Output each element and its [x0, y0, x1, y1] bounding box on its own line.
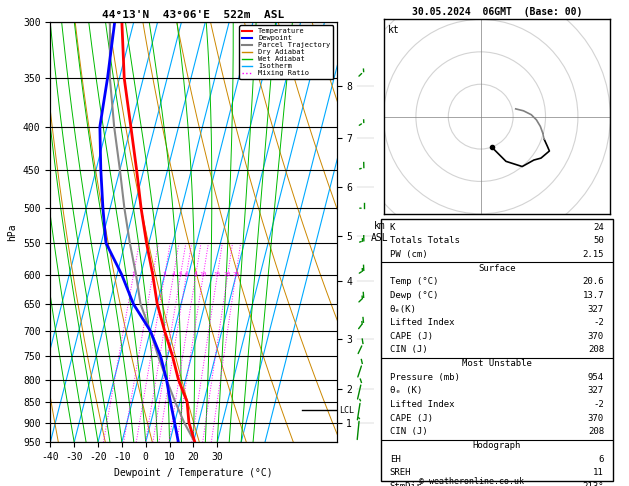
- Text: LCL: LCL: [339, 406, 354, 415]
- Text: Pressure (mb): Pressure (mb): [390, 373, 460, 382]
- Text: 15: 15: [214, 272, 221, 277]
- Text: 213°: 213°: [582, 482, 604, 486]
- Text: K: K: [390, 223, 395, 232]
- Text: 25: 25: [232, 272, 240, 277]
- Text: Dewp (°C): Dewp (°C): [390, 291, 438, 300]
- Text: 8: 8: [194, 272, 198, 277]
- Text: 327: 327: [588, 386, 604, 396]
- Y-axis label: hPa: hPa: [8, 223, 18, 241]
- Text: 954: 954: [588, 373, 604, 382]
- X-axis label: Dewpoint / Temperature (°C): Dewpoint / Temperature (°C): [114, 468, 273, 478]
- Text: 6: 6: [184, 272, 188, 277]
- Text: Lifted Index: Lifted Index: [390, 318, 454, 327]
- Text: CAPE (J): CAPE (J): [390, 332, 433, 341]
- Text: 11: 11: [593, 469, 604, 477]
- Text: 13.7: 13.7: [582, 291, 604, 300]
- Text: 3: 3: [163, 272, 167, 277]
- Text: 208: 208: [588, 427, 604, 436]
- Text: EH: EH: [390, 454, 401, 464]
- Text: -2: -2: [593, 318, 604, 327]
- Text: Totals Totals: Totals Totals: [390, 236, 460, 245]
- Text: 6: 6: [599, 454, 604, 464]
- Text: SREH: SREH: [390, 469, 411, 477]
- Text: Lifted Index: Lifted Index: [390, 400, 454, 409]
- Text: 50: 50: [593, 236, 604, 245]
- Text: StmDir: StmDir: [390, 482, 422, 486]
- Text: 2.15: 2.15: [582, 250, 604, 259]
- Text: θₑ(K): θₑ(K): [390, 305, 417, 313]
- Text: -2: -2: [593, 400, 604, 409]
- Text: Hodograph: Hodograph: [473, 441, 521, 450]
- Text: 4: 4: [172, 272, 175, 277]
- Text: 10: 10: [199, 272, 207, 277]
- Text: Surface: Surface: [478, 263, 516, 273]
- Text: 2: 2: [151, 272, 155, 277]
- Text: 1: 1: [131, 272, 135, 277]
- Text: CIN (J): CIN (J): [390, 346, 428, 354]
- Text: 370: 370: [588, 332, 604, 341]
- Text: CAPE (J): CAPE (J): [390, 414, 433, 423]
- Legend: Temperature, Dewpoint, Parcel Trajectory, Dry Adiabat, Wet Adiabat, Isotherm, Mi: Temperature, Dewpoint, Parcel Trajectory…: [239, 25, 333, 79]
- Text: 20.6: 20.6: [582, 277, 604, 286]
- Text: 20: 20: [224, 272, 231, 277]
- Text: 24: 24: [593, 223, 604, 232]
- Text: Most Unstable: Most Unstable: [462, 359, 532, 368]
- Text: 5: 5: [179, 272, 182, 277]
- Text: © weatheronline.co.uk: © weatheronline.co.uk: [420, 477, 524, 486]
- Title: 44°13'N  43°06'E  522m  ASL: 44°13'N 43°06'E 522m ASL: [103, 10, 284, 20]
- Text: θₑ (K): θₑ (K): [390, 386, 422, 396]
- Y-axis label: km
ASL: km ASL: [371, 221, 389, 243]
- Text: 370: 370: [588, 414, 604, 423]
- Text: 30.05.2024  06GMT  (Base: 00): 30.05.2024 06GMT (Base: 00): [412, 7, 582, 17]
- Text: 327: 327: [588, 305, 604, 313]
- Text: CIN (J): CIN (J): [390, 427, 428, 436]
- Text: Temp (°C): Temp (°C): [390, 277, 438, 286]
- Text: 208: 208: [588, 346, 604, 354]
- Text: kt: kt: [388, 25, 400, 35]
- Text: PW (cm): PW (cm): [390, 250, 428, 259]
